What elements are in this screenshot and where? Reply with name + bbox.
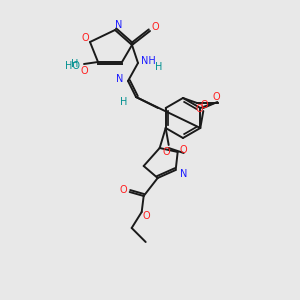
- Text: O: O: [180, 145, 188, 155]
- Text: O: O: [80, 66, 88, 76]
- Text: O: O: [81, 33, 89, 43]
- Text: H: H: [71, 59, 79, 69]
- Text: N: N: [180, 169, 188, 179]
- Text: HO: HO: [64, 61, 80, 71]
- Text: O: O: [120, 185, 127, 195]
- Text: N: N: [116, 74, 124, 84]
- Text: NH: NH: [141, 56, 155, 66]
- Text: O: O: [143, 211, 151, 221]
- Text: O: O: [151, 22, 159, 32]
- Text: O: O: [195, 104, 203, 114]
- Text: N: N: [115, 20, 123, 30]
- Text: O: O: [200, 100, 208, 110]
- Text: O: O: [163, 147, 170, 157]
- Text: H: H: [120, 97, 128, 107]
- Text: H: H: [155, 62, 163, 72]
- Text: O: O: [212, 92, 220, 102]
